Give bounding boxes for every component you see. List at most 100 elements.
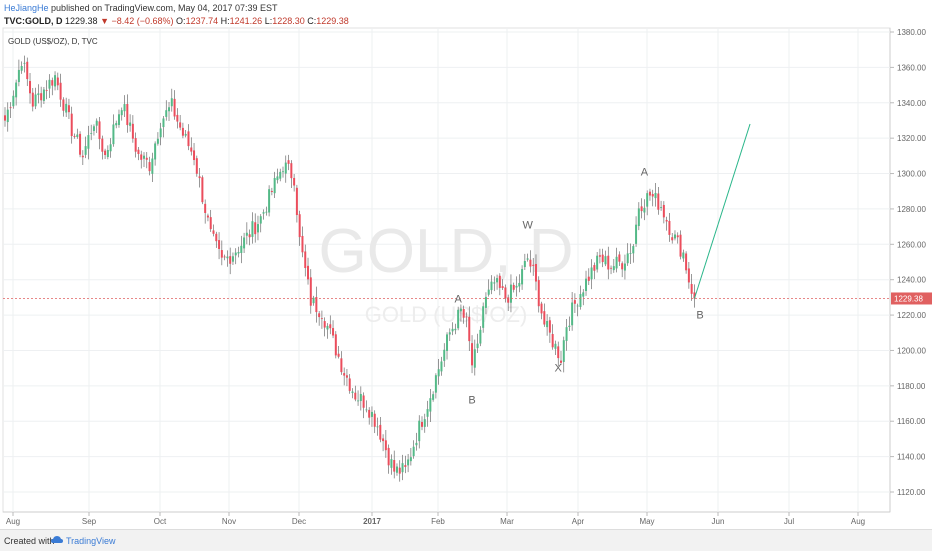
close-label: C: <box>307 16 317 26</box>
candle-down <box>529 259 532 267</box>
candle-up <box>226 256 229 259</box>
x-tick-label: Apr <box>572 517 585 526</box>
candle-down <box>640 206 643 212</box>
candle-down <box>293 177 296 186</box>
candle-down <box>134 138 137 152</box>
candle-up <box>156 138 159 144</box>
candle-up <box>84 146 87 155</box>
candle-up <box>34 94 37 107</box>
candle-up <box>412 446 415 457</box>
candle-up <box>54 75 57 87</box>
candle-down <box>298 214 301 238</box>
candle-up <box>490 281 493 291</box>
candle-up <box>582 292 585 297</box>
candle-up <box>48 79 51 89</box>
candle-up <box>482 306 485 328</box>
candle-down <box>190 147 193 152</box>
candle-up <box>579 294 582 307</box>
x-tick-label: Aug <box>6 517 20 526</box>
candle-up <box>23 62 26 64</box>
candle-up <box>251 221 254 237</box>
candle-up <box>170 98 173 107</box>
candle-up <box>326 325 329 330</box>
candle-up <box>162 118 165 128</box>
candle-up <box>429 398 432 412</box>
tradingview-brand[interactable]: TradingView <box>66 536 116 546</box>
candle-down <box>421 421 423 427</box>
candle-down <box>671 237 674 241</box>
candle-down <box>81 155 84 158</box>
candle-down <box>573 300 576 304</box>
candle-up <box>120 110 123 116</box>
y-tick-label: 1120.00 <box>897 488 926 497</box>
candle-up <box>15 82 18 98</box>
candle-down <box>318 313 321 318</box>
candle-up <box>521 269 524 285</box>
candle-up <box>365 409 368 411</box>
candle-down <box>145 157 148 160</box>
candle-down <box>131 123 134 139</box>
candle-up <box>554 343 557 349</box>
wave-label: B <box>696 310 703 322</box>
candle-down <box>98 121 101 140</box>
candle-up <box>596 255 599 270</box>
candle-up <box>237 252 240 254</box>
candle-up <box>509 284 512 303</box>
candle-up <box>359 393 362 402</box>
candle-down <box>560 360 562 363</box>
candle-down <box>101 138 104 152</box>
candle-up <box>612 266 615 271</box>
candle-down <box>229 256 232 264</box>
candle-up <box>415 442 418 446</box>
candle-down <box>507 297 510 303</box>
author-link[interactable]: HeJiangHe <box>4 3 49 13</box>
candle-up <box>457 309 460 329</box>
candle-up <box>282 171 284 173</box>
candle-up <box>12 95 15 107</box>
candle-up <box>479 329 482 344</box>
chart-title: GOLD (US$/OZ), D, TVC <box>8 37 98 46</box>
candle-up <box>92 126 95 131</box>
candle-down <box>662 204 665 218</box>
candle-down <box>343 373 346 376</box>
candle-down <box>51 80 54 86</box>
candle-up <box>459 308 462 312</box>
candle-up <box>423 419 426 427</box>
candle-up <box>109 144 112 152</box>
candle-up <box>443 349 446 361</box>
candle-up <box>568 325 571 328</box>
candle-down <box>307 265 310 280</box>
candle-down <box>668 220 671 235</box>
candle-up <box>576 305 579 307</box>
candle-up <box>446 334 449 351</box>
x-tick-label: Aug <box>851 517 865 526</box>
candle-down <box>220 250 223 258</box>
y-tick-label: 1380.00 <box>897 28 926 37</box>
y-tick-label: 1280.00 <box>897 205 926 214</box>
candle-up <box>432 394 435 400</box>
candle-down <box>462 308 465 318</box>
y-tick-label: 1340.00 <box>897 99 926 108</box>
candle-down <box>621 263 624 270</box>
x-tick-label: 2017 <box>363 517 381 526</box>
candle-down <box>693 292 696 299</box>
candle-up <box>426 409 429 417</box>
candle-up <box>106 150 109 158</box>
candle-up <box>20 65 23 71</box>
low-label: L: <box>264 16 273 26</box>
candle-up <box>159 128 162 138</box>
candle-up <box>418 420 421 442</box>
candle-down <box>379 424 382 440</box>
candle-up <box>123 104 126 112</box>
candle-up <box>643 207 646 213</box>
candle-down <box>137 149 140 155</box>
candle-down <box>204 203 207 213</box>
candle-down <box>4 115 6 121</box>
candle-down <box>382 438 385 442</box>
candle-up <box>562 340 565 362</box>
x-tick-label: Oct <box>154 517 167 526</box>
price-chart[interactable]: 1120.00 1140.00 1160.00 1180.00 1200.00 1220.… <box>0 0 932 529</box>
candle-down <box>104 150 107 156</box>
candle-up <box>448 332 451 335</box>
candle-down <box>610 267 613 269</box>
